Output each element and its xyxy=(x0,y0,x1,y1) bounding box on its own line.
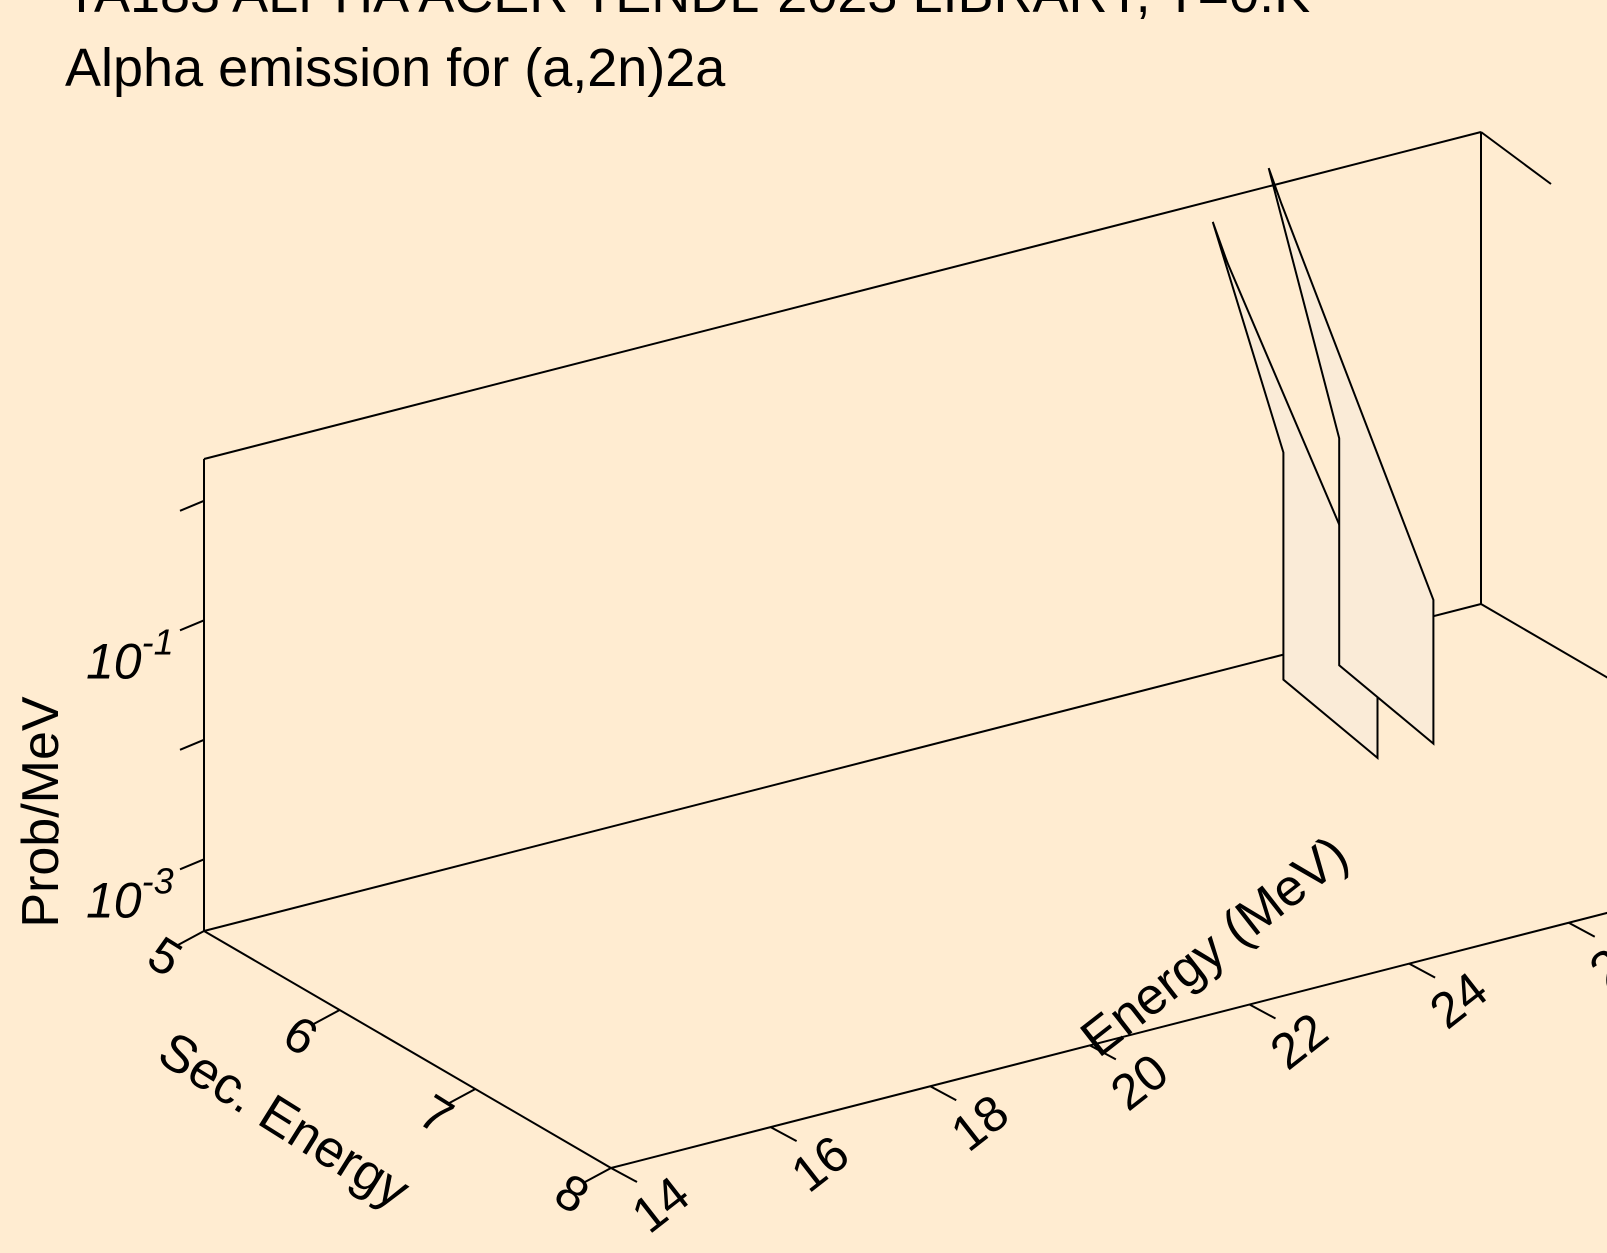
z-axis-title: Prob/MeV xyxy=(12,696,70,928)
z-tick-label--1: 10-1 xyxy=(86,621,174,689)
y-tick-label-8: 8 xyxy=(545,1162,598,1224)
x-tick-26 xyxy=(1568,921,1596,938)
frame-edge-top-right xyxy=(1480,131,1552,185)
x-tick-14 xyxy=(610,1167,638,1183)
x-tick-label-16: 16 xyxy=(781,1125,859,1203)
z-tick--3 xyxy=(179,858,205,871)
chart-subtitle: Alpha emission for (a,2n)2a xyxy=(65,38,726,98)
x-tick-label-18: 18 xyxy=(941,1084,1019,1162)
y-tick-7 xyxy=(448,1088,476,1104)
x-tick-16 xyxy=(770,1126,798,1143)
z-minor-tick--3 xyxy=(179,738,205,751)
chart-panels xyxy=(1211,167,1435,761)
frame-edge-floor-back xyxy=(203,603,1482,932)
x-tick-22 xyxy=(1249,1003,1276,1020)
x-tick-20 xyxy=(1089,1044,1117,1061)
y-tick-label-5: 5 xyxy=(138,925,191,987)
z-tick-label--3: 10-3 xyxy=(86,860,174,928)
y-tick-6 xyxy=(313,1009,341,1025)
frame-edge-top-back xyxy=(203,131,1482,460)
chart-title: TA183 ALPHA ACER TENDL-2023 LIBRARY, T=0… xyxy=(65,0,1310,24)
spectrum-panel-27.5 xyxy=(1267,167,1435,746)
y-tick-8 xyxy=(584,1167,612,1183)
x-tick-label-24: 24 xyxy=(1419,961,1497,1039)
x-tick-label-22: 22 xyxy=(1260,1002,1338,1080)
y-tick-label-6: 6 xyxy=(274,1004,327,1066)
frame-edge-floor-right xyxy=(1480,603,1607,679)
x-tick-18 xyxy=(929,1085,957,1102)
x-tick-label-14: 14 xyxy=(621,1165,699,1243)
x-tick-label-26: 26 xyxy=(1579,920,1607,998)
y-tick-5 xyxy=(177,930,205,946)
sec-energy-axis-line xyxy=(203,930,612,1169)
y-tick-label-7: 7 xyxy=(410,1083,463,1145)
z-minor-tick--1 xyxy=(179,499,205,512)
x-tick-24 xyxy=(1408,962,1436,979)
z-tick--1 xyxy=(179,619,205,632)
